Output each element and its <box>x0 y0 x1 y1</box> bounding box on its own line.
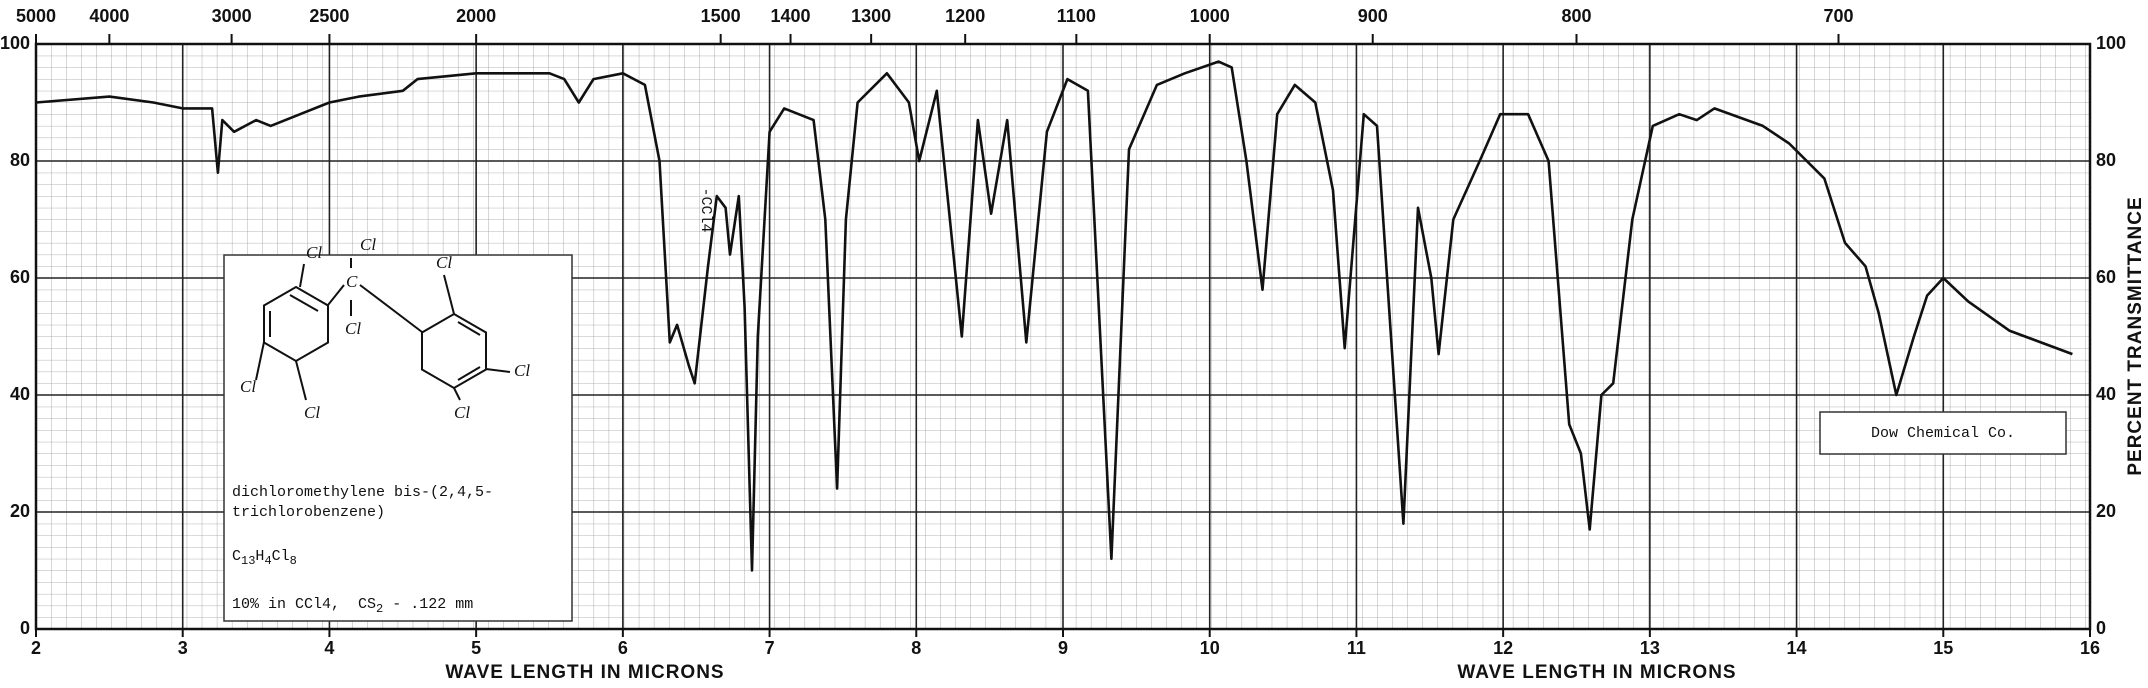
conditions-part: - .122 mm <box>383 596 473 613</box>
x2-tick-label: 800 <box>1561 6 1591 26</box>
x-tick-label: 3 <box>178 638 188 658</box>
atom-label: Cl <box>436 253 452 272</box>
atom-label: C <box>346 272 358 291</box>
x-tick-label: 6 <box>618 638 628 658</box>
x2-tick-label: 3000 <box>212 6 252 26</box>
bonds <box>255 258 511 401</box>
formula-part: 13 <box>241 554 255 568</box>
y2-tick-label: 100 <box>2096 33 2126 53</box>
atom-label: Cl <box>360 235 376 254</box>
y-tick-label: 60 <box>10 267 30 287</box>
x2-tick-label: 1000 <box>1190 6 1230 26</box>
formula-part: C <box>232 548 241 565</box>
atom-label: Cl <box>345 319 361 338</box>
x-tick-label: 14 <box>1787 638 1807 658</box>
x-tick-label: 9 <box>1058 638 1068 658</box>
band-label: -CCl4 <box>697 187 714 232</box>
x2-tick-label: 1400 <box>771 6 811 26</box>
credit-box <box>1819 411 2067 455</box>
atom-label: Cl <box>454 403 470 422</box>
y-tick-label: 100 <box>0 33 30 53</box>
formula: C13H4Cl8 <box>232 548 297 568</box>
y-tick-label: 40 <box>10 384 30 404</box>
x-tick-label: 16 <box>2080 638 2100 658</box>
x-tick-label: 2 <box>31 638 41 658</box>
spectrum-line <box>35 60 2073 572</box>
plot <box>35 43 2091 630</box>
y2-tick-label: 80 <box>2096 150 2116 170</box>
y2-tick-label: 0 <box>2096 618 2106 638</box>
x2-tick-label: 1200 <box>945 6 985 26</box>
y-tick-label: 80 <box>10 150 30 170</box>
atom-label: Cl <box>304 403 320 422</box>
x2-tick-label: 1500 <box>701 6 741 26</box>
y2-tick-label: 20 <box>2096 501 2116 521</box>
y-tick-label: 0 <box>20 618 30 638</box>
compound-name: dichloromethylene bis-(2,4,5- <box>232 484 493 501</box>
formula-part: H <box>255 548 264 565</box>
x-tick-label: 4 <box>324 638 334 658</box>
conditions-part: 10% in CCl4, CS <box>232 596 376 613</box>
formula-part: 4 <box>264 554 271 568</box>
x2-tick-label: 2500 <box>309 6 349 26</box>
x2-tick-label: 5000 <box>16 6 56 26</box>
conditions-part: 2 <box>376 602 383 616</box>
structure-panel <box>223 254 573 622</box>
x-tick-label: 7 <box>765 638 775 658</box>
x2-tick-label: 1300 <box>851 6 891 26</box>
x2-tick-label: 700 <box>1823 6 1853 26</box>
x-tick-label: 15 <box>1933 638 1953 658</box>
y2-tick-label: 60 <box>2096 267 2116 287</box>
x2-tick-label: 900 <box>1358 6 1388 26</box>
compound-name: trichlorobenzene) <box>232 504 385 521</box>
x-tick-label: 8 <box>911 638 921 658</box>
x-tick-label: 11 <box>1347 638 1366 658</box>
formula-part: Cl <box>272 548 290 565</box>
x-tick-label: 13 <box>1640 638 1660 658</box>
structure-box: Cl Cl Cl Cl Cl C Cl Cl Cl dichloromethyl… <box>223 235 573 622</box>
x2-tick-label: 4000 <box>89 6 129 26</box>
x-tick-label: 10 <box>1200 638 1220 658</box>
y2-tick-label: 40 <box>2096 384 2116 404</box>
y-tick-label: 20 <box>10 501 30 521</box>
conditions: 10% in CCl4, CS2 - .122 mm <box>232 596 473 616</box>
formula-part: 8 <box>290 554 297 568</box>
atom-label: Cl <box>514 361 530 380</box>
atom-label: Cl <box>240 377 256 396</box>
x-tick-label: 5 <box>471 638 481 658</box>
x2-tick-label: 2000 <box>456 6 496 26</box>
atom-label: Cl <box>306 243 322 262</box>
x2-tick-label: 1100 <box>1057 6 1096 26</box>
y-axis-label: PERCENT TRANSMITTANCE <box>2125 196 2146 475</box>
x-axis-label: WAVE LENGTH IN MICRONS <box>1457 662 1736 683</box>
credit: Dow Chemical Co. <box>1871 425 2015 442</box>
x-axis-label: WAVE LENGTH IN MICRONS <box>445 662 724 683</box>
x-tick-label: 12 <box>1493 638 1513 658</box>
